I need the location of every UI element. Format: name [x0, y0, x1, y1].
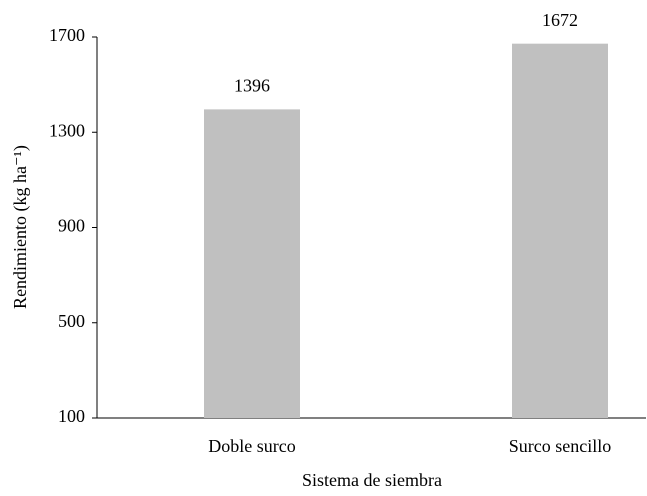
y-tick-label: 900	[58, 216, 85, 236]
y-tick-label: 1700	[49, 25, 85, 45]
y-axis-label: Rendimiento (kg ha⁻¹)	[10, 145, 31, 309]
y-tick-label: 100	[58, 406, 85, 426]
y-tick-label: 500	[58, 311, 85, 331]
data-label: 1672	[542, 10, 578, 30]
x-axis-label: Sistema de siembra	[302, 470, 442, 490]
x-tick-label: Doble surco	[208, 436, 295, 456]
bar	[204, 109, 300, 418]
bar	[512, 43, 608, 418]
x-tick-label: Surco sencillo	[509, 436, 611, 456]
data-label: 1396	[234, 76, 270, 96]
y-tick-label: 1300	[49, 120, 85, 140]
